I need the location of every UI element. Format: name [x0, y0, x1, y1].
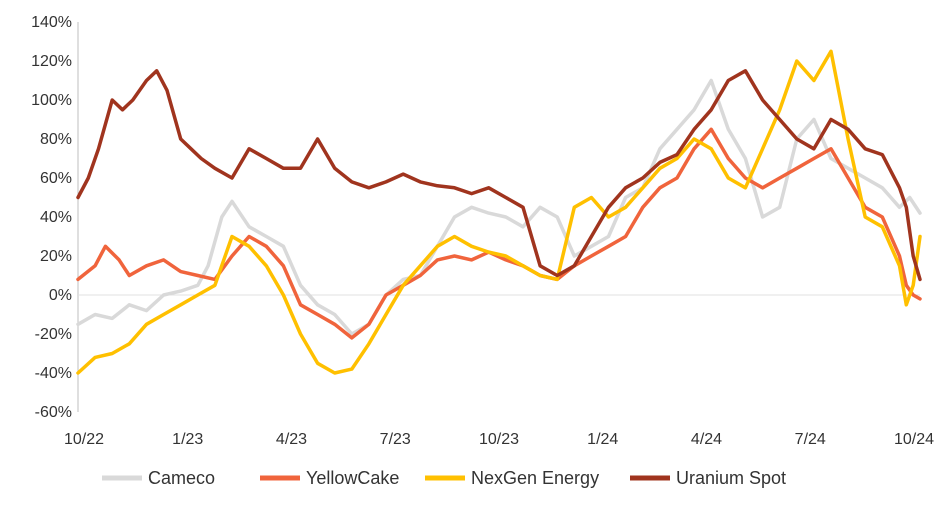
y-tick-label: 60% [40, 170, 72, 187]
x-axis-tick-labels: 10/22 1/23 4/23 7/23 10/23 1/24 4/24 7/24 10/24 [64, 431, 934, 448]
y-tick-label: 140% [31, 14, 72, 31]
y-tick-label: -60% [35, 404, 72, 421]
series-line-yellowcake [76, 127, 922, 340]
legend-label: NexGen Energy [471, 468, 599, 488]
x-tick-label: 4/23 [276, 431, 307, 448]
y-tick-label: -20% [35, 326, 72, 343]
x-tick-label: 7/23 [380, 431, 411, 448]
series-line-nexgen-energy [76, 49, 922, 375]
x-tick-label: 1/23 [172, 431, 203, 448]
y-tick-label: 0% [49, 287, 72, 304]
y-tick-label: 120% [31, 53, 72, 70]
x-tick-label: 10/23 [479, 431, 519, 448]
x-tick-label: 7/24 [795, 431, 826, 448]
y-tick-label: 20% [40, 248, 72, 265]
series-line-cameco [76, 78, 922, 336]
y-tick-label: 40% [40, 209, 72, 226]
series-line-uranium-spot [76, 69, 922, 282]
x-tick-label: 10/22 [64, 431, 104, 448]
x-tick-label: 10/24 [894, 431, 934, 448]
y-axis-tick-labels: -60% -40% -20% 0% 20% 40% 60% 80% 100% 120% 140% [31, 14, 72, 421]
legend-label: Uranium Spot [676, 468, 786, 488]
x-tick-label: 1/24 [587, 431, 618, 448]
y-tick-label: -40% [35, 365, 72, 382]
chart-legend: Cameco YellowCake NexGen Energy Uranium Spo… [102, 468, 786, 488]
legend-label: Cameco [148, 468, 215, 488]
y-tick-label: 80% [40, 131, 72, 148]
x-tick-label: 4/24 [691, 431, 722, 448]
series-lines [76, 49, 922, 375]
legend-label: YellowCake [306, 468, 399, 488]
y-tick-label: 100% [31, 92, 72, 109]
